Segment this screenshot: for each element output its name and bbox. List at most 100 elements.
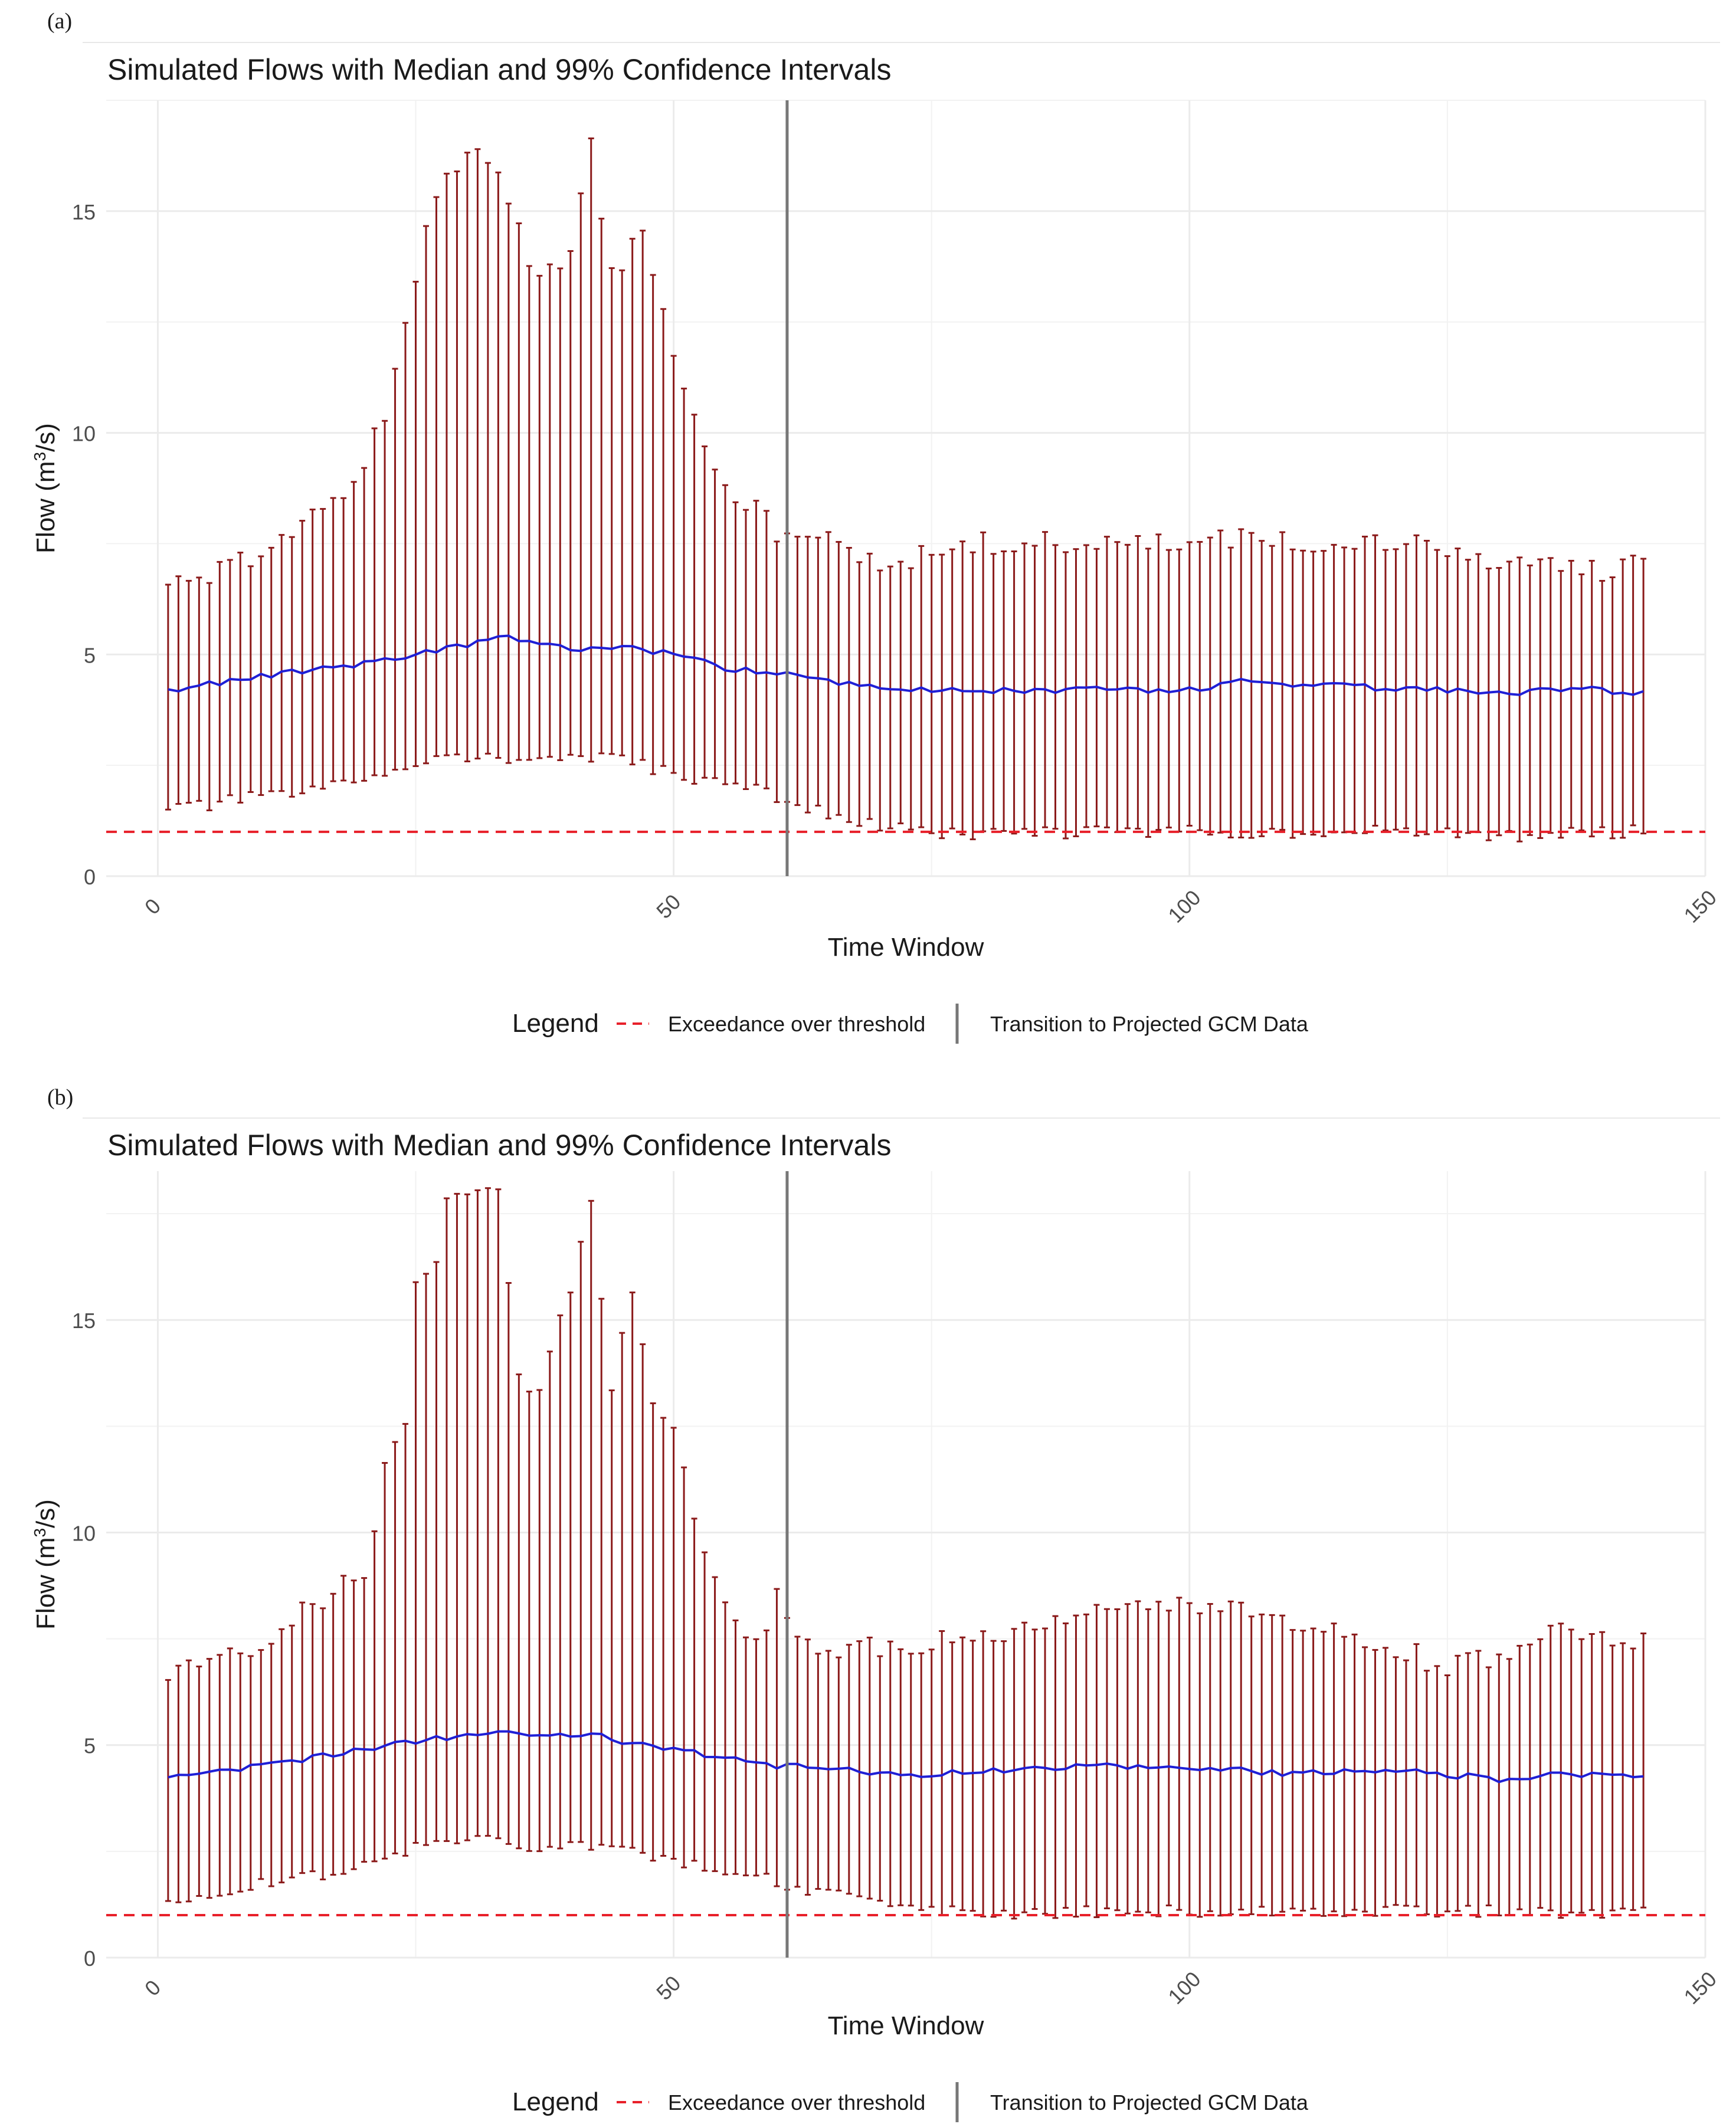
y-tick-label: 15 xyxy=(72,200,96,224)
error-bar xyxy=(990,1640,997,1918)
error-bar xyxy=(1052,1615,1059,1919)
error-bar xyxy=(361,467,368,782)
error-bar xyxy=(856,1640,863,1897)
error-bar xyxy=(1537,558,1544,839)
error-bar xyxy=(1300,1630,1306,1912)
error-bar xyxy=(732,501,739,785)
error-bar xyxy=(392,1441,398,1854)
error-bar xyxy=(1248,1615,1254,1915)
error-bar xyxy=(484,162,491,755)
error-bar xyxy=(702,445,708,779)
error-bar xyxy=(1485,1666,1492,1906)
error-bar xyxy=(546,1351,553,1848)
error-bar xyxy=(1238,1601,1244,1911)
error-bar xyxy=(1423,539,1430,835)
error-bar xyxy=(1465,559,1471,834)
error-bar xyxy=(1341,546,1348,834)
error-bar xyxy=(392,368,398,771)
error-bar xyxy=(1558,1622,1564,1919)
error-bar xyxy=(691,414,697,785)
error-bar xyxy=(629,1292,636,1849)
error-bar xyxy=(908,1653,914,1907)
error-bar xyxy=(1496,567,1502,837)
error-bar xyxy=(619,269,625,756)
error-bar xyxy=(1516,1644,1523,1910)
error-bar xyxy=(1155,1601,1162,1918)
error-bar xyxy=(1403,1659,1409,1907)
error-bar xyxy=(1609,576,1616,840)
x-tick-label: 150 xyxy=(1679,885,1721,927)
error-bar xyxy=(660,308,667,767)
error-bar xyxy=(289,1624,295,1879)
error-bar xyxy=(433,1261,440,1842)
error-bar xyxy=(640,230,646,761)
error-bar xyxy=(1207,536,1213,836)
error-bar xyxy=(918,1652,925,1911)
error-bar xyxy=(898,560,904,825)
error-bar xyxy=(402,1422,409,1857)
error-bar xyxy=(227,559,233,796)
error-bar xyxy=(743,1636,749,1877)
error-bar xyxy=(1031,545,1038,837)
error-bar xyxy=(165,1679,171,1902)
error-bar xyxy=(268,546,274,792)
error-bar xyxy=(640,1343,646,1854)
y-axis-label: Flow (m3/s) xyxy=(31,1499,61,1630)
error-bar xyxy=(279,534,285,792)
error-bar xyxy=(268,1643,274,1887)
legend-transition-label: Transition to Projected GCM Data xyxy=(990,2090,1309,2115)
error-bar xyxy=(217,1654,223,1897)
y-tick-label: 15 xyxy=(72,1309,96,1333)
y-axis-label: Flow (m3/s) xyxy=(31,423,61,553)
error-bar xyxy=(371,1530,378,1863)
error-bar xyxy=(722,484,729,785)
error-bar xyxy=(1114,1608,1121,1912)
error-bar xyxy=(1269,1614,1275,1917)
x-tick-label: 0 xyxy=(140,1975,165,2001)
error-bar xyxy=(866,1636,873,1900)
grid xyxy=(106,1171,1706,1959)
error-bar xyxy=(670,355,677,774)
error-bar xyxy=(1516,556,1523,843)
error-bar xyxy=(567,250,574,756)
error-bar xyxy=(846,546,852,823)
error-bar xyxy=(402,322,409,771)
error-bar xyxy=(1372,1648,1378,1917)
error-bar xyxy=(681,388,687,781)
error-bar xyxy=(753,500,759,786)
error-bar xyxy=(382,419,388,777)
error-bar xyxy=(1217,1610,1224,1917)
error-bar xyxy=(1620,558,1626,839)
legend-threshold-label: Exceedance over threshold xyxy=(668,1012,925,1036)
error-bar xyxy=(1640,1632,1647,1909)
y-tick-label: 10 xyxy=(72,1521,96,1545)
error-bar xyxy=(382,1462,388,1860)
error-bar xyxy=(1289,548,1296,839)
error-bar xyxy=(753,1638,759,1877)
error-bar xyxy=(1444,1674,1450,1913)
error-bar xyxy=(237,1652,244,1893)
error-bar xyxy=(1011,1628,1017,1920)
error-bar xyxy=(578,192,584,758)
error-bar xyxy=(258,555,264,796)
legend-threshold-label: Exceedance over threshold xyxy=(668,2090,925,2115)
error-bar xyxy=(361,1577,368,1863)
error-bar xyxy=(495,1188,502,1840)
error-bar xyxy=(464,152,470,763)
error-bar xyxy=(1300,549,1306,835)
error-bar xyxy=(557,1314,564,1850)
error-bar xyxy=(990,553,997,830)
error-bar xyxy=(1506,560,1512,832)
error-bar xyxy=(691,1517,697,1862)
error-bar xyxy=(1227,546,1234,838)
error-bar xyxy=(340,1575,347,1875)
error-bar xyxy=(1279,531,1286,831)
error-bar xyxy=(846,1644,852,1895)
error-bar xyxy=(1259,540,1265,837)
error-bar xyxy=(1207,1603,1213,1912)
error-bar xyxy=(227,1647,233,1896)
error-bar xyxy=(546,263,553,758)
error-bar xyxy=(1537,1638,1544,1909)
legend-transition-label: Transition to Projected GCM Data xyxy=(990,1012,1309,1036)
y-tick-label: 0 xyxy=(84,865,96,889)
